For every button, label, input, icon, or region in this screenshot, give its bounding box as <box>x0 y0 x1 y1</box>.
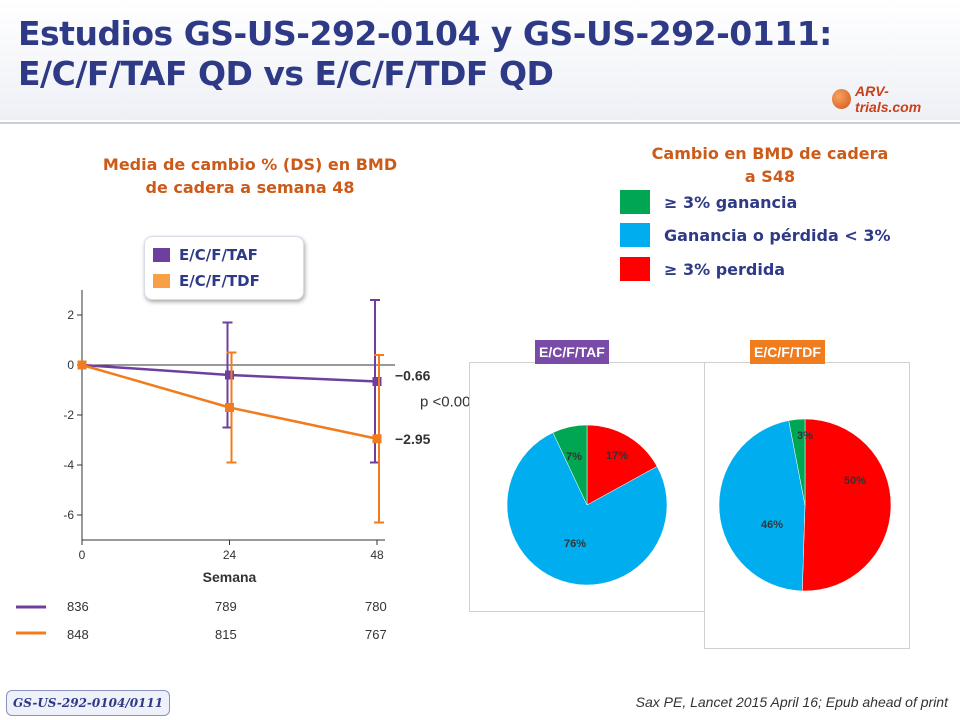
pie-legend-label-gain: ≥ 3% ganancia <box>664 192 798 212</box>
logo: ARV-trials.com <box>832 83 950 115</box>
line-chart-title: Media de cambio % (DS) en BMD de cadera … <box>60 153 440 199</box>
pie-legend-swatch-gain <box>620 190 650 214</box>
pie-slice <box>802 418 892 592</box>
pie-tag-taf: E/C/F/TAF <box>535 340 609 364</box>
pie-section-title-line2: a S48 <box>744 167 796 186</box>
pie-slice-label: 3% <box>797 430 813 442</box>
pie-slice-label: 50% <box>844 475 866 487</box>
pie-slice <box>718 420 806 592</box>
page-title: Estudios GS-US-292-0104 y GS-US-292-0111… <box>18 14 832 94</box>
legend-item-tdf: E/C/F/TDF <box>153 272 260 290</box>
pie-slice-label: 17% <box>606 450 628 462</box>
pie-chart-tdf: 50% 46% 3% <box>718 418 892 592</box>
pie-section-title: Cambio en BMD de cadera a S48 <box>600 142 940 188</box>
pie-section-title-line1: Cambio en BMD de cadera <box>651 144 889 163</box>
y-tick-label: -4 <box>63 458 74 472</box>
data-point <box>77 360 87 370</box>
pie-legend-swatch-loss <box>620 257 650 281</box>
x-tick-label: 24 <box>223 548 237 562</box>
end-value-label: −0.66 <box>395 368 431 384</box>
pie-legend-swatch-neutral <box>620 223 650 247</box>
line-chart-legend: E/C/F/TAF E/C/F/TDF <box>144 236 304 300</box>
pie-slice <box>552 424 588 506</box>
p-value: p <0.001 <box>420 394 479 411</box>
title-bar <box>0 0 960 120</box>
line-chart-title-line2: de cadera a semana 48 <box>145 178 355 197</box>
data-point <box>225 370 234 380</box>
count-tdf-0: 848 <box>67 627 89 642</box>
pie-chart-taf: 17% 76% 7% <box>506 424 668 586</box>
count-tdf-24: 815 <box>215 627 237 642</box>
count-taf-48: 780 <box>365 599 387 614</box>
pie-tag-tdf: E/C/F/TDF <box>750 340 825 364</box>
legend-item-taf: E/C/F/TAF <box>153 246 258 264</box>
count-taf-24: 789 <box>215 599 237 614</box>
title-divider <box>0 122 960 124</box>
pie-slice-label: 46% <box>761 519 783 531</box>
study-tag: GS-US-292-0104/0111 <box>6 690 171 716</box>
data-point <box>372 377 382 386</box>
pie-legend-label-loss: ≥ 3% perdida <box>664 259 786 279</box>
data-point <box>372 434 382 444</box>
y-tick-label: 2 <box>67 308 74 322</box>
citation: Sax PE, Lancet 2015 April 16; Epub ahead… <box>635 694 948 710</box>
pie-legend-gain: ≥ 3% ganancia <box>620 190 797 214</box>
page-title-line2: E/C/F/TAF QD vs E/C/F/TDF QD <box>18 54 554 93</box>
pie-slice <box>788 418 806 506</box>
data-point <box>225 403 234 412</box>
legend-label-tdf: E/C/F/TDF <box>179 272 260 290</box>
page-title-line1: Estudios GS-US-292-0104 y GS-US-292-0111… <box>18 14 832 53</box>
pie-legend-neutral: Ganancia o pérdida < 3% <box>620 223 891 247</box>
legend-label-taf: E/C/F/TAF <box>179 246 258 264</box>
count-taf-0: 836 <box>67 599 89 614</box>
y-tick-label: 0 <box>67 358 74 372</box>
pie-panel-taf: 17% 76% 7% <box>469 362 709 612</box>
legend-swatch-tdf <box>153 274 170 288</box>
legend-swatch-taf <box>153 248 170 262</box>
pie-slice <box>506 432 668 586</box>
pie-panel-tdf: 50% 46% 3% <box>704 362 910 649</box>
count-row-markers <box>16 605 46 635</box>
count-tdf-48: 767 <box>365 627 387 642</box>
pie-slice-label: 7% <box>566 451 582 463</box>
pie-legend-loss: ≥ 3% perdida <box>620 257 785 281</box>
pie-slice-label: 76% <box>564 538 586 550</box>
pie-slice <box>586 424 658 506</box>
end-value-label: −2.95 <box>395 431 431 447</box>
logo-icon <box>832 89 852 109</box>
x-tick-label: 0 <box>79 548 86 562</box>
pie-legend-label-neutral: Ganancia o pérdida < 3% <box>664 225 891 245</box>
bmd-line-chart: 2 0 -2 -4 -6 0 24 48 Semana −0.66 −2.95 p <0.001 <box>63 290 479 585</box>
x-tick-label: 48 <box>370 548 384 562</box>
x-axis-label: Semana <box>203 569 257 585</box>
y-tick-label: -2 <box>63 408 74 422</box>
logo-text: ARV-trials.com <box>855 83 922 115</box>
line-chart-title-line1: Media de cambio % (DS) en BMD <box>102 155 398 174</box>
y-tick-label: -6 <box>63 508 74 522</box>
